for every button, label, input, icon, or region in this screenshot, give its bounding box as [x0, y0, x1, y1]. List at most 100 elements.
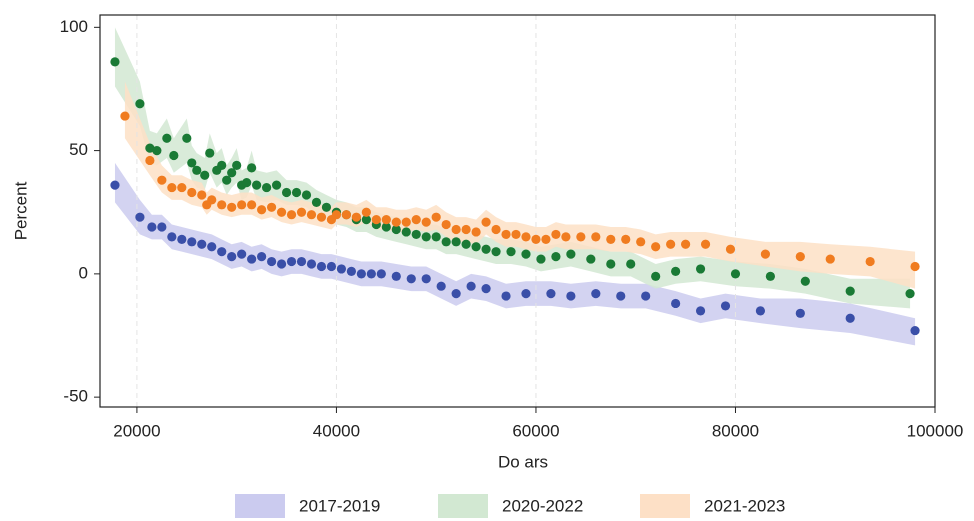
- x-tick-label: 40000: [313, 421, 360, 440]
- x-axis-label: Do ars: [498, 452, 548, 471]
- data-point: [192, 165, 202, 175]
- data-point: [157, 222, 167, 232]
- data-point: [356, 269, 366, 279]
- data-point: [262, 182, 272, 193]
- data-point: [521, 249, 531, 259]
- data-point: [227, 202, 237, 212]
- data-point: [730, 269, 741, 279]
- data-point: [167, 232, 177, 242]
- legend-label: 2017-2019: [299, 496, 380, 515]
- data-point: [566, 291, 576, 301]
- data-point: [167, 182, 177, 193]
- data-point: [351, 212, 361, 222]
- data-point: [451, 288, 461, 299]
- confidence-band: [124, 81, 916, 289]
- data-point: [651, 242, 661, 252]
- data-point: [205, 148, 215, 158]
- data-point: [671, 266, 681, 277]
- data-point: [296, 207, 307, 217]
- data-point: [531, 234, 541, 244]
- data-point: [576, 232, 586, 242]
- data-point: [276, 259, 287, 269]
- bands: [114, 27, 916, 346]
- data-point: [217, 160, 227, 170]
- data-point: [606, 234, 616, 244]
- data-point: [845, 286, 855, 296]
- data-point: [760, 249, 771, 259]
- data-point: [177, 182, 187, 193]
- data-point: [845, 313, 855, 323]
- data-point: [511, 229, 521, 240]
- plot-frame: [99, 14, 936, 408]
- data-point: [471, 227, 481, 237]
- data-point: [200, 170, 210, 180]
- data-point: [361, 215, 371, 225]
- data-point: [326, 261, 337, 272]
- data-point: [546, 288, 556, 299]
- data-point: [381, 215, 391, 225]
- data-point: [135, 212, 145, 222]
- data-point: [461, 239, 471, 249]
- data-point: [169, 150, 179, 161]
- x-tick-label: 80000: [712, 421, 759, 440]
- data-point: [910, 325, 920, 336]
- data-point: [421, 217, 431, 227]
- data-point: [755, 306, 766, 316]
- data-point: [481, 244, 491, 254]
- data-point: [521, 288, 531, 299]
- data-point: [481, 217, 491, 227]
- data-point: [401, 217, 411, 227]
- data-point: [401, 227, 411, 237]
- data-point: [586, 254, 596, 264]
- data-point: [491, 247, 501, 257]
- data-point: [825, 254, 835, 264]
- data-point: [257, 252, 267, 262]
- data-point: [541, 234, 551, 244]
- data-point: [227, 252, 237, 262]
- data-point: [110, 180, 120, 190]
- data-point: [461, 224, 471, 235]
- data-point: [800, 276, 810, 286]
- data-point: [197, 239, 207, 249]
- legend-swatch: [438, 494, 488, 518]
- x-tick-label: 60000: [512, 421, 559, 440]
- data-point: [865, 256, 875, 267]
- data-point: [316, 261, 327, 272]
- x-tick-label: 20000: [113, 421, 160, 440]
- data-point: [561, 232, 571, 242]
- data-point: [321, 202, 332, 212]
- data-point: [491, 224, 501, 235]
- legend-label: 2021-2023: [704, 496, 785, 515]
- data-point: [182, 133, 192, 143]
- data-point: [451, 224, 461, 235]
- data-point: [421, 274, 431, 284]
- data-point: [252, 180, 262, 190]
- data-point: [616, 291, 626, 301]
- data-point: [626, 259, 636, 269]
- data-point: [666, 239, 676, 249]
- data-point: [720, 301, 731, 311]
- data-point: [217, 200, 227, 210]
- data-point: [336, 264, 347, 274]
- data-point: [700, 239, 711, 249]
- data-point: [301, 190, 312, 200]
- data-point: [411, 215, 421, 225]
- data-point: [431, 232, 441, 242]
- dots: [110, 57, 920, 336]
- data-point: [621, 234, 631, 244]
- data-point: [391, 217, 401, 227]
- data-point: [481, 284, 491, 294]
- x-tick-label: 100000: [907, 421, 964, 440]
- data-point: [207, 195, 217, 205]
- data-point: [695, 306, 706, 316]
- data-point: [391, 271, 401, 281]
- data-point: [551, 229, 561, 240]
- data-point: [680, 239, 691, 249]
- data-point: [376, 269, 386, 279]
- data-point: [242, 178, 252, 188]
- data-point: [441, 219, 451, 230]
- data-point: [411, 229, 421, 240]
- data-point: [381, 222, 391, 232]
- data-point: [521, 232, 531, 242]
- y-tick-label: 0: [79, 263, 88, 282]
